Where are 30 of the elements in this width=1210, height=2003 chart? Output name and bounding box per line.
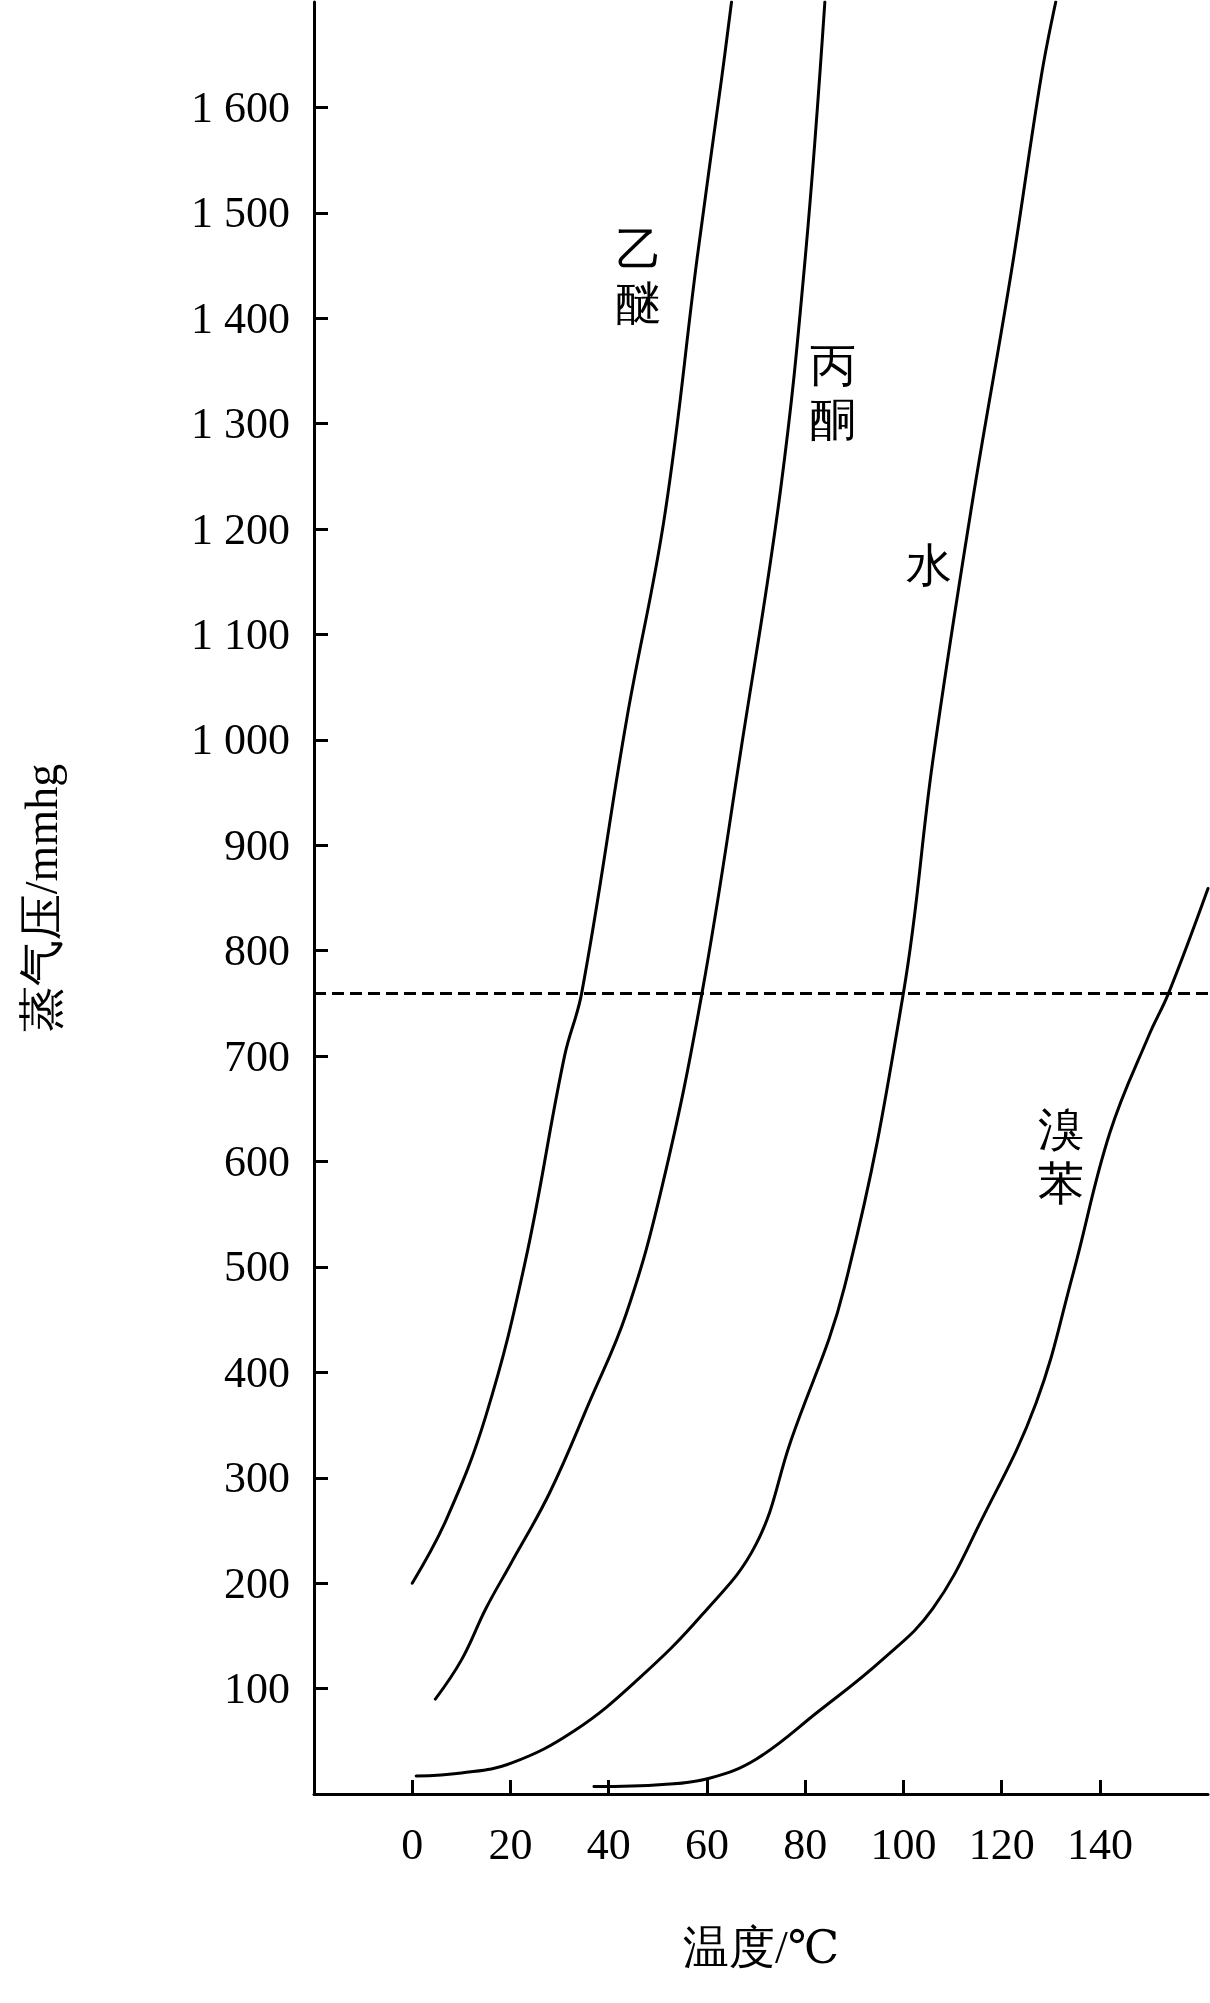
- x-tick-label: 20: [488, 1819, 533, 1869]
- x-tick-label: 40: [586, 1819, 631, 1869]
- series-label: 乙醚: [616, 223, 662, 329]
- y-tick-label: 500: [224, 1242, 290, 1292]
- series-label: 水: [906, 539, 952, 591]
- x-tick-label: 60: [684, 1819, 729, 1869]
- y-tick-label: 1 500: [191, 188, 290, 238]
- y-tick-label: 300: [224, 1453, 290, 1503]
- y-tick-label: 800: [224, 926, 290, 976]
- x-axis-title: 温度/℃: [682, 1921, 840, 1973]
- y-tick-label: 700: [224, 1031, 290, 1081]
- x-tick-label: 100: [870, 1819, 937, 1869]
- x-tick-label: 140: [1066, 1819, 1133, 1869]
- y-tick-label: 1 100: [191, 609, 290, 659]
- y-tick-label: 1 400: [191, 293, 290, 343]
- y-tick-label: 1 200: [191, 504, 290, 554]
- series-label: 丙酮: [810, 339, 856, 445]
- y-axis-title: 蒸气压/mmhg: [15, 763, 67, 1033]
- series-label: 溴苯: [1038, 1103, 1084, 1209]
- y-tick-label: 100: [224, 1664, 290, 1714]
- y-tick-label: 900: [224, 820, 290, 870]
- y-tick-label: 200: [224, 1558, 290, 1608]
- y-tick-label: 1 600: [191, 82, 290, 132]
- y-tick-label: 1 300: [191, 399, 290, 449]
- y-tick-label: 600: [224, 1137, 290, 1187]
- x-tick-label: 80: [783, 1819, 828, 1869]
- y-tick-label: 400: [224, 1347, 290, 1397]
- x-tick-label: 120: [968, 1819, 1035, 1869]
- y-tick-label: 1 000: [191, 715, 290, 765]
- x-tick-label: 0: [401, 1819, 424, 1869]
